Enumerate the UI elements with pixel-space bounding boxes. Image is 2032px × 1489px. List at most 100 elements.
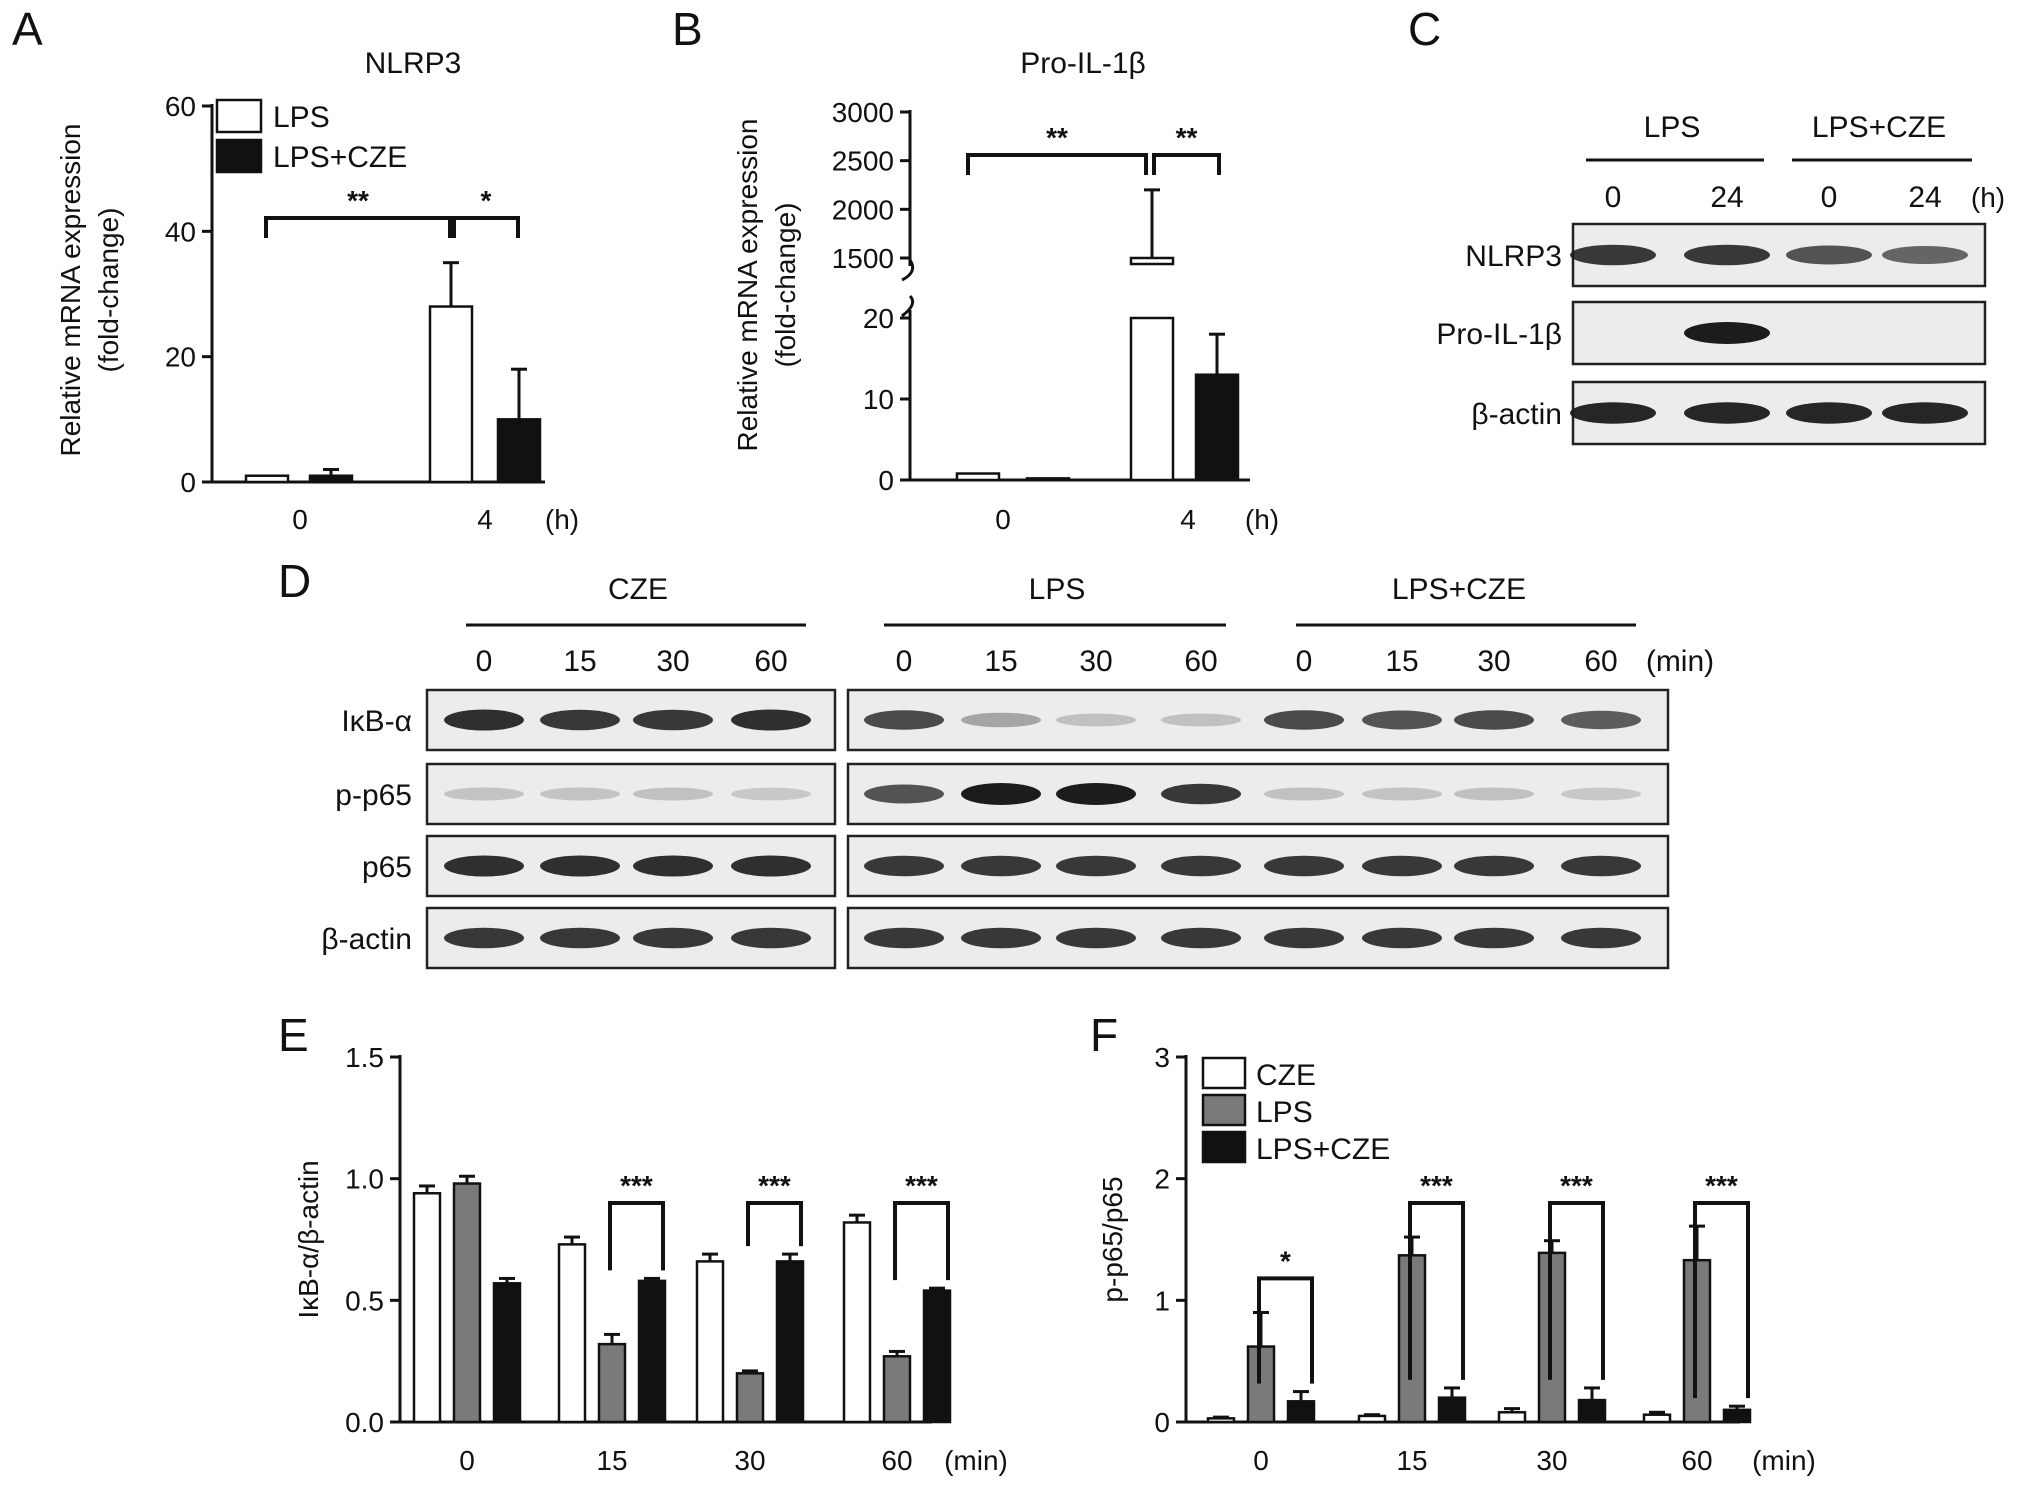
bar — [1286, 1400, 1316, 1424]
y-tick-label: 1.0 — [345, 1164, 384, 1195]
significance-bracket: *** — [746, 1170, 803, 1247]
significance-bracket-line — [1408, 1201, 1465, 1380]
legend-label: LPS — [1256, 1096, 1313, 1129]
significance-bracket-line — [1152, 153, 1221, 175]
blot-band — [444, 787, 524, 801]
blot-band — [1264, 710, 1344, 730]
significance-bracket-label: *** — [905, 1170, 938, 1201]
x-tick-label: 0 — [459, 1445, 475, 1476]
row-label: β-actin — [321, 923, 412, 956]
legend-swatch — [1201, 1056, 1247, 1090]
blot-band — [1684, 322, 1770, 344]
blot-band — [1882, 402, 1968, 424]
group-label: LPS+CZE — [1812, 111, 1946, 144]
x-unit-label: (min) — [1752, 1445, 1816, 1476]
bar — [557, 1243, 587, 1424]
significance-bracket-line — [746, 1201, 803, 1247]
x-tick-label: 15 — [596, 1445, 627, 1476]
blot-band — [1264, 927, 1344, 949]
blot-band — [444, 855, 524, 877]
blot-band — [1570, 244, 1656, 266]
bar-lower-segment — [1129, 316, 1175, 482]
panel-a: NLRP3 Relative mRNA expression (fold-chang… — [55, 47, 579, 535]
x-tick-label: 60 — [1681, 1445, 1712, 1476]
blot-band — [1684, 244, 1770, 266]
axis-break-mark — [901, 259, 915, 282]
x-tick-label: 0 — [292, 504, 308, 535]
blot-band — [1056, 927, 1136, 949]
blot-band — [1264, 855, 1344, 877]
significance-bracket: *** — [1548, 1170, 1605, 1380]
blot-band — [1362, 927, 1442, 949]
y-tick-label: 40 — [165, 216, 196, 247]
blot-band — [1570, 402, 1656, 424]
significance-bracket: ** — [1152, 122, 1221, 175]
row-label: β-actin — [1471, 398, 1562, 431]
blot-band — [540, 787, 620, 801]
lane-label: 0 — [476, 645, 493, 678]
legend-label: LPS — [273, 101, 330, 134]
y-tick-label: 2 — [1154, 1164, 1170, 1195]
panel-letter-c: C — [1408, 3, 1442, 55]
bar-upper-segment — [1129, 256, 1175, 266]
blot-band — [1161, 855, 1241, 877]
significance-bracket: *** — [893, 1170, 950, 1281]
y-tick-label: 1 — [1154, 1285, 1170, 1316]
significance-bracket-line — [264, 216, 452, 238]
significance-bracket-label: *** — [1420, 1170, 1453, 1201]
x-unit-label: (h) — [545, 504, 579, 535]
bar — [1642, 1413, 1672, 1424]
significance-bracket-label: *** — [1705, 1170, 1738, 1201]
significance-bracket-label: *** — [1560, 1170, 1593, 1201]
bar — [922, 1289, 952, 1424]
y-tick-label: 0.5 — [345, 1285, 384, 1316]
lane-label: 15 — [1385, 645, 1418, 678]
group-label: CZE — [608, 573, 668, 606]
bar — [1722, 1408, 1752, 1424]
blot-strip — [425, 762, 837, 826]
bar — [244, 474, 290, 484]
lane-label: 24 — [1908, 181, 1941, 214]
y-tick-label: 0 — [180, 467, 196, 498]
y-tick-label: 2000 — [832, 194, 894, 225]
significance-bracket-label: ** — [1046, 122, 1068, 153]
y-axis-label: IκB-α/β-actin — [293, 1160, 324, 1318]
y-tick-label: 0 — [1154, 1407, 1170, 1438]
bar — [308, 474, 354, 484]
lane-unit-label: (min) — [1646, 645, 1714, 678]
bar — [955, 472, 1001, 482]
significance-bracket: *** — [1408, 1170, 1465, 1380]
row-label: p-p65 — [335, 779, 412, 812]
legend-swatch — [1201, 1093, 1247, 1127]
blot-band — [1056, 783, 1136, 805]
blot-band — [1362, 710, 1442, 730]
x-tick-label: 0 — [1253, 1445, 1269, 1476]
blot-band — [731, 709, 811, 731]
bar — [496, 418, 542, 484]
blot-band — [1362, 855, 1442, 877]
significance-bracket-label: *** — [620, 1170, 653, 1201]
group-label: LPS — [1644, 111, 1701, 144]
blot-band — [633, 927, 713, 949]
row-label: IκB-α — [341, 705, 412, 738]
lane-label: 0 — [1605, 181, 1622, 214]
significance-bracket: ** — [264, 185, 452, 238]
y-tick-label: 0 — [878, 465, 894, 496]
significance-bracket-line — [893, 1201, 950, 1281]
significance-bracket-label: *** — [758, 1170, 791, 1201]
panel-e: 0.0 0.5 1.0 1.5 0 15 30 60 (min) IκB-α/β-actin — [293, 1042, 1008, 1476]
bar — [1206, 1417, 1236, 1424]
bar — [1194, 373, 1240, 482]
blot-band — [864, 784, 944, 804]
lane-label: 60 — [754, 645, 787, 678]
y-tick-label: 2500 — [832, 146, 894, 177]
blot-band — [1882, 245, 1968, 265]
x-tick-label: 4 — [1180, 504, 1196, 535]
bar — [452, 1182, 482, 1424]
significance-bracket-line — [966, 153, 1148, 175]
blot-band — [1561, 855, 1641, 877]
panel-letter-d: D — [278, 555, 312, 607]
blot-band — [444, 709, 524, 731]
